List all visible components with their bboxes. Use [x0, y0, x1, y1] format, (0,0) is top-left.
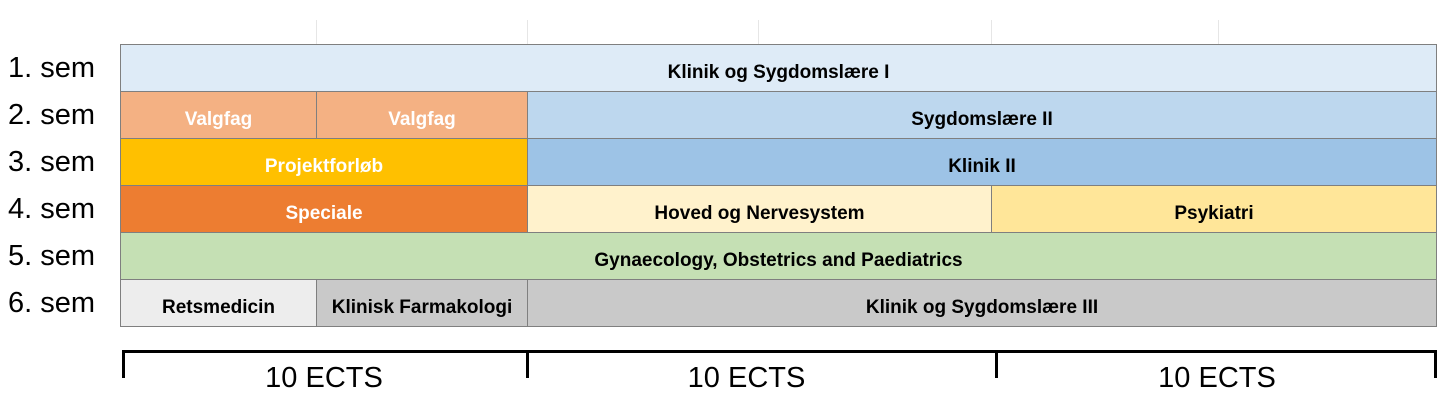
course-klinik-og-sygdomslaere-1: Klinik og Sygdomslære I [120, 44, 1437, 92]
course-klinik-og-sygdomslaere-3: Klinik og Sygdomslære III [527, 279, 1437, 327]
semester-label-6: 6. sem [8, 287, 96, 319]
semester-label-2: 2. sem [8, 99, 96, 131]
ects-label-1: 10 ECTS [265, 362, 383, 394]
course-speciale: Speciale [120, 185, 528, 233]
course-retsmedicin: Retsmedicin [120, 279, 317, 327]
course-gynaecology-obstetrics-paediatrics: Gynaecology, Obstetrics and Paediatrics [120, 232, 1437, 280]
semester-label-3: 3. sem [8, 146, 96, 178]
ects-bracket-tick [995, 350, 998, 378]
semester-label-1: 1. sem [8, 52, 96, 84]
gridline [316, 20, 317, 46]
gridline [758, 20, 759, 46]
course-klinik-2: Klinik II [527, 138, 1437, 186]
semester-label-4: 4. sem [8, 193, 96, 225]
course-hoved-og-nervesystem: Hoved og Nervesystem [527, 185, 992, 233]
gridline [527, 20, 528, 46]
course-klinisk-farmakologi: Klinisk Farmakologi [316, 279, 528, 327]
ects-label-2: 10 ECTS [687, 362, 806, 394]
ects-bracket-line [122, 350, 1437, 381]
semester-label-5: 5. sem [8, 240, 96, 272]
ects-bracket-tick [1434, 350, 1437, 378]
course-psykiatri: Psykiatri [991, 185, 1437, 233]
ects-bracket-tick [526, 350, 529, 378]
course-sygdomslaere-2: Sygdomslære II [527, 91, 1437, 139]
course-valgfag-b: Valgfag [316, 91, 528, 139]
gridline [991, 20, 992, 46]
ects-bracket-tick [122, 350, 125, 378]
course-projektforloeb: Projektforløb [120, 138, 528, 186]
gridline [1218, 20, 1219, 46]
course-valgfag-a: Valgfag [120, 91, 317, 139]
ects-label-3: 10 ECTS [1158, 362, 1276, 394]
